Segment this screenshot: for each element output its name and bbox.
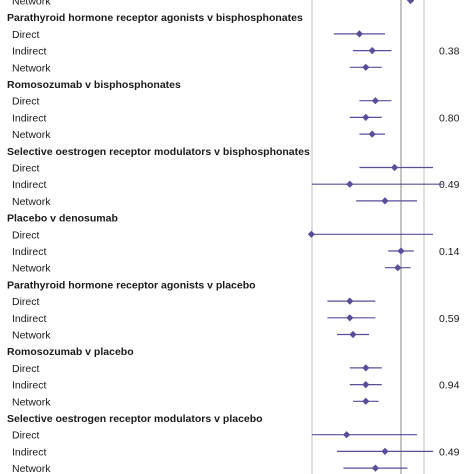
- row-label: Network: [12, 0, 51, 8]
- point-estimate: [397, 247, 405, 255]
- group-title: Romosozumab v bisphosphonates: [7, 79, 181, 91]
- row-label: Direct: [12, 96, 40, 108]
- row-label: Direct: [12, 163, 40, 175]
- row-label: Direct: [12, 430, 40, 442]
- group-title: Parathyroid hormone receptor agonists v …: [7, 12, 303, 24]
- row-label: Indirect: [12, 313, 47, 325]
- point-estimate: [371, 464, 379, 472]
- point-estimate: [349, 330, 357, 339]
- row-label: Network: [12, 62, 51, 74]
- row-label: Indirect: [12, 246, 47, 258]
- point-estimate: [343, 431, 351, 439]
- point-estimate: [362, 113, 370, 121]
- point-estimate: [381, 197, 389, 205]
- group-title: Selective oestrogen receptor modulators …: [7, 413, 263, 425]
- point-estimate: [371, 97, 379, 105]
- row-label: Direct: [12, 229, 40, 241]
- point-estimate: [346, 297, 354, 305]
- point-estimate: [362, 63, 370, 71]
- group-title: Parathyroid hormone receptor agonists v …: [7, 279, 256, 291]
- p-value: 0.59: [439, 313, 460, 325]
- group-title: Placebo v denosumab: [7, 213, 118, 225]
- point-estimate: [391, 163, 399, 172]
- row-label: Indirect: [12, 46, 47, 58]
- point-estimate: [362, 364, 370, 372]
- row-label: Indirect: [12, 179, 47, 191]
- row-label: Network: [12, 330, 51, 342]
- p-value: 0.49: [439, 179, 460, 191]
- row-label: Network: [12, 263, 51, 275]
- group-title: Selective oestrogen receptor modulators …: [7, 146, 310, 158]
- row-label: Direct: [12, 363, 40, 375]
- row-label: Network: [12, 463, 51, 474]
- point-estimate: [368, 130, 376, 138]
- row-label: Indirect: [12, 112, 47, 124]
- row-label: Network: [12, 396, 51, 408]
- p-value: 0.80: [439, 112, 460, 124]
- point-estimate: [381, 447, 389, 455]
- p-value: 0.49: [439, 446, 460, 458]
- point-estimate: [362, 381, 370, 389]
- point-estimate: [346, 180, 354, 188]
- point-estimate: [394, 264, 402, 272]
- p-value: 0.94: [439, 380, 460, 392]
- point-estimate: [362, 397, 370, 405]
- row-label: Direct: [12, 296, 40, 308]
- point-estimate: [368, 47, 376, 55]
- p-value: 0.38: [439, 46, 460, 58]
- row-label: Direct: [12, 29, 40, 41]
- row-label: Indirect: [12, 380, 47, 392]
- point-estimate: [355, 30, 363, 38]
- row-label: Indirect: [12, 446, 47, 458]
- point-estimate: [307, 230, 315, 238]
- group-title: Romosozumab v placebo: [7, 346, 134, 358]
- p-value: 0.14: [439, 246, 460, 258]
- point-estimate: [407, 0, 415, 5]
- row-label: Network: [12, 196, 51, 208]
- row-label: Network: [12, 129, 51, 141]
- point-estimate: [346, 314, 354, 322]
